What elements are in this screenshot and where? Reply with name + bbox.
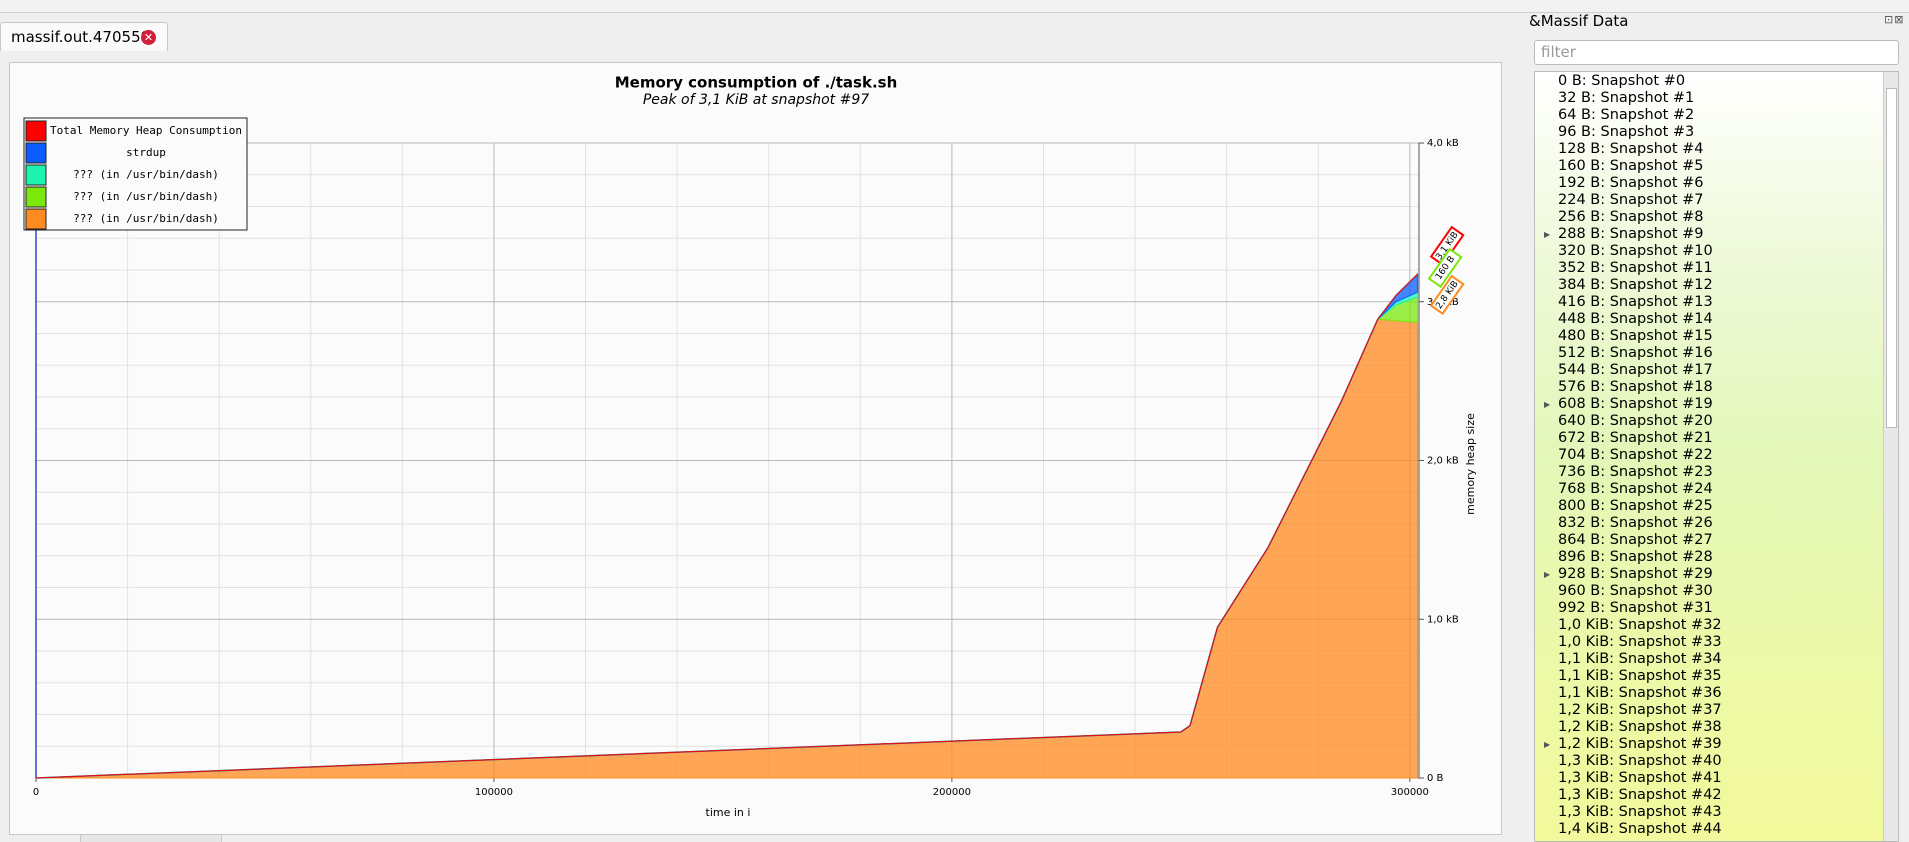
snapshot-label: 576 B: Snapshot #18 [1558, 379, 1713, 395]
snapshot-label: 800 B: Snapshot #25 [1558, 498, 1713, 514]
snapshot-label: 1,3 KiB: Snapshot #43 [1558, 804, 1722, 820]
snapshot-label: 736 B: Snapshot #23 [1558, 464, 1713, 480]
legend-box [23, 117, 248, 231]
filter-placeholder: filter [1541, 43, 1576, 61]
y-tick-label: 1,0 kB [1427, 614, 1459, 625]
snapshot-list: 0 B: Snapshot #0 32 B: Snapshot #1 64 B: S… [1534, 71, 1899, 842]
annotation-box [1427, 247, 1463, 289]
filter-input[interactable]: filter [1534, 40, 1899, 65]
snapshot-label: 672 B: Snapshot #21 [1558, 430, 1713, 446]
legend-label: ??? (in /usr/bin/dash) [73, 168, 219, 181]
snapshot-label: 992 B: Snapshot #31 [1558, 600, 1713, 616]
snapshot-label: 288 B: Snapshot #9 [1558, 226, 1704, 242]
legend-swatch [25, 164, 47, 186]
y-tick-label: 2,0 kB [1427, 456, 1459, 467]
x-tick-label: 100000 [475, 787, 513, 798]
panel-title: &Massif Data [1529, 12, 1629, 30]
snapshot-label: 1,0 KiB: Snapshot #33 [1558, 634, 1722, 650]
snapshot-label: 1,1 KiB: Snapshot #34 [1558, 651, 1722, 667]
legend-swatch [25, 208, 47, 230]
expand-arrow[interactable]: ▶ [1544, 230, 1551, 239]
snapshot-label: 608 B: Snapshot #19 [1558, 396, 1713, 412]
snapshot-label: 256 B: Snapshot #8 [1558, 209, 1704, 225]
expand-arrow[interactable]: ▶ [1544, 740, 1551, 749]
tab-title: massif.out.470559 [11, 28, 151, 46]
snapshot-label: 0 B: Snapshot #0 [1558, 73, 1686, 89]
legend-label: Total Memory Heap Consumption [50, 124, 242, 137]
snapshot-label: 1,3 KiB: Snapshot #40 [1558, 753, 1722, 769]
bottom-tabs[interactable] [80, 834, 222, 842]
legend-swatch [25, 186, 47, 208]
snapshot-label: 320 B: Snapshot #10 [1558, 243, 1713, 259]
snapshot-label: 384 B: Snapshot #12 [1558, 277, 1713, 293]
chart-subtitle: Peak of 3,1 KiB at snapshot #97 [643, 92, 869, 108]
snapshot-label: 480 B: Snapshot #15 [1558, 328, 1713, 344]
panel-buttons[interactable]: ⊡⊠ [1884, 13, 1905, 26]
x-tick-label: 300000 [1391, 787, 1429, 798]
scrollbar-thumb[interactable] [1886, 88, 1897, 428]
snapshot-label: 1,1 KiB: Snapshot #35 [1558, 668, 1722, 684]
snapshot-label: 832 B: Snapshot #26 [1558, 515, 1713, 531]
close-tab-button[interactable]: ✕ [141, 30, 156, 45]
snapshot-label: 896 B: Snapshot #28 [1558, 549, 1713, 565]
legend-label: strdup [126, 146, 166, 159]
y-axis-label: memory heap size [1464, 413, 1477, 515]
file-tab[interactable]: massif.out.470559 ✕ [0, 22, 168, 51]
snapshot-label: 96 B: Snapshot #3 [1558, 124, 1695, 140]
snapshot-label: 1,4 KiB: Snapshot #44 [1558, 821, 1722, 837]
snapshot-label: 224 B: Snapshot #7 [1558, 192, 1704, 208]
snapshot-label: 448 B: Snapshot #14 [1558, 311, 1713, 327]
toolbar [0, 0, 1909, 13]
annotation-box [1429, 225, 1465, 267]
x-axis-label: time in i [706, 806, 751, 819]
snapshot-label: 64 B: Snapshot #2 [1558, 107, 1695, 123]
snapshot-label: 544 B: Snapshot #17 [1558, 362, 1713, 378]
expand-arrow[interactable]: ▶ [1544, 570, 1551, 579]
area [35, 318, 1419, 779]
snapshot-label: 1,2 KiB: Snapshot #38 [1558, 719, 1722, 735]
legend-swatch [25, 120, 47, 142]
chart-frame: Memory consumption of ./task.sh Peak of 3… [9, 62, 1502, 835]
snapshot-label: 352 B: Snapshot #11 [1558, 260, 1713, 276]
snapshot-label: 416 B: Snapshot #13 [1558, 294, 1713, 310]
snapshot-label: 32 B: Snapshot #1 [1558, 90, 1695, 106]
snapshot-label: 704 B: Snapshot #22 [1558, 447, 1713, 463]
snapshot-label: 768 B: Snapshot #24 [1558, 481, 1713, 497]
legend-swatch [25, 142, 47, 164]
legend: Total Memory Heap Consumption strdup ??? (… [23, 117, 248, 231]
total-line [35, 273, 1418, 779]
snapshot-label: 128 B: Snapshot #4 [1558, 141, 1704, 157]
snapshot-label: 1,1 KiB: Snapshot #36 [1558, 685, 1722, 701]
snapshot-label: 192 B: Snapshot #6 [1558, 175, 1704, 191]
snapshot-label: 864 B: Snapshot #27 [1558, 532, 1713, 548]
legend-label: ??? (in /usr/bin/dash) [73, 212, 219, 225]
y-tick-label: 4,0 kB [1427, 138, 1459, 149]
annotation-box [1429, 274, 1465, 316]
scrollbar[interactable] [1883, 72, 1898, 841]
snapshot-label: 640 B: Snapshot #20 [1558, 413, 1713, 429]
snapshot-label: 1,3 KiB: Snapshot #42 [1558, 787, 1722, 803]
x-tick-label: 200000 [933, 787, 971, 798]
snapshot-label: 160 B: Snapshot #5 [1558, 158, 1704, 174]
snapshot-label: 1,3 KiB: Snapshot #41 [1558, 770, 1722, 786]
legend-label: ??? (in /usr/bin/dash) [73, 190, 219, 203]
snapshot-label: 512 B: Snapshot #16 [1558, 345, 1713, 361]
snapshot-label: 1,0 KiB: Snapshot #32 [1558, 617, 1722, 633]
y-tick-label: 0 B [1427, 773, 1444, 784]
snapshot-label: 960 B: Snapshot #30 [1558, 583, 1713, 599]
snapshot-label: 1,2 KiB: Snapshot #37 [1558, 702, 1722, 718]
snapshot-label: 1,2 KiB: Snapshot #39 [1558, 736, 1722, 752]
snapshot-label: 928 B: Snapshot #29 [1558, 566, 1713, 582]
expand-arrow[interactable]: ▶ [1544, 400, 1551, 409]
chart-title: Memory consumption of ./task.sh [615, 74, 898, 92]
x-tick-label: 0 [33, 787, 39, 798]
